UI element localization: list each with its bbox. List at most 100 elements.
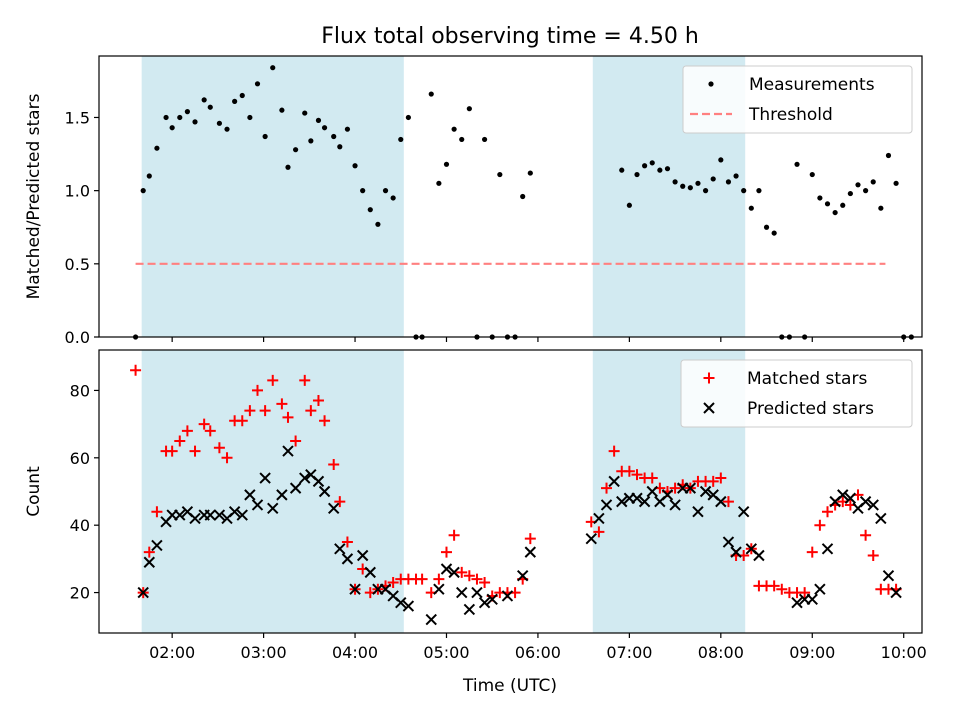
data-point [516,570,529,582]
data-point [463,603,476,616]
data-point [440,563,453,575]
data-point [669,499,681,511]
y-tick-label: 40 [70,516,90,535]
data-point [398,136,404,143]
data-point [331,133,337,140]
data-point [608,475,620,488]
data-point [859,495,872,508]
data-point [753,549,765,562]
x-tick-label: 06:00 [515,643,561,662]
y-tick-label: 20 [70,584,90,603]
data-point [201,97,207,103]
data-point [585,532,597,545]
legend-entry-measurements: Measurements [708,75,875,95]
chart-title: Flux total observing time = 4.50 h [321,24,699,49]
x-tick-label: 02:00 [149,643,195,662]
data-point [638,495,651,508]
axes-frame [98,349,923,634]
data-point [722,496,734,508]
data-point [356,549,369,562]
data-point [479,576,491,588]
data-point [699,485,712,498]
legend-marker [703,402,715,414]
shaded-interval [141,350,404,633]
data-point [619,167,625,173]
data-point [285,164,291,170]
data-point [308,138,314,144]
data-point [882,570,895,582]
data-point [520,193,526,200]
data-point [501,590,514,602]
data-point [189,445,201,457]
data-point [204,509,216,521]
data-point [806,546,818,558]
y-tick-label: 60 [70,449,90,468]
data-point [224,126,230,132]
data-point [428,91,434,97]
data-point [463,570,475,582]
data-point [270,65,276,71]
legend-label: Predicted stars [747,399,874,419]
data-point [695,180,701,186]
data-point [146,173,152,179]
data-point [646,472,658,484]
y-axis-label: Matched/Predicted stars [24,93,44,299]
data-point [213,509,226,521]
y-tick-label: 80 [70,381,90,400]
data-point [478,596,491,609]
x-tick-label: 09:00 [789,643,835,662]
data-point [228,506,241,518]
data-point [387,576,399,588]
data-point [657,167,663,173]
data-point [593,512,605,525]
data-point [524,533,536,545]
legend: Measurements Threshold [682,65,913,134]
data-point [459,136,465,143]
data-point [878,205,884,211]
data-point [471,573,483,585]
data-point [642,163,648,169]
data-point [707,475,719,487]
data-point [244,489,256,501]
data-point [451,126,457,132]
data-point [433,573,445,585]
legend-label: Matched stars [747,369,867,389]
data-point [497,171,503,178]
data-point [352,163,358,169]
data-point [169,125,175,131]
data-point [140,188,146,194]
data-point [405,114,411,121]
data-point [382,188,389,194]
data-point [293,147,299,153]
data-point [305,405,317,417]
data-point [137,586,149,599]
data-point [302,110,308,116]
data-point [204,425,216,437]
data-point [680,183,686,189]
data-point [855,182,861,188]
data-point [748,205,754,211]
data-point [282,411,294,423]
data-point [174,509,186,521]
data-point [730,546,742,558]
legend-label: Measurements [749,75,875,95]
data-point [687,185,693,191]
data-point [768,580,780,592]
data-point [822,506,834,518]
data-point [870,179,876,185]
data-point [817,195,823,201]
data-point [143,546,155,558]
data-point [763,224,770,230]
data-point [809,171,815,178]
data-point [416,573,428,585]
data-point [279,107,285,113]
data-point [702,188,709,194]
data-point [840,202,846,208]
data-point [192,119,198,125]
data-point [443,161,450,167]
data-point [327,502,340,515]
data-point [221,452,233,464]
legend: Matched stars Predicted stars [680,359,913,428]
data-point [425,613,437,626]
